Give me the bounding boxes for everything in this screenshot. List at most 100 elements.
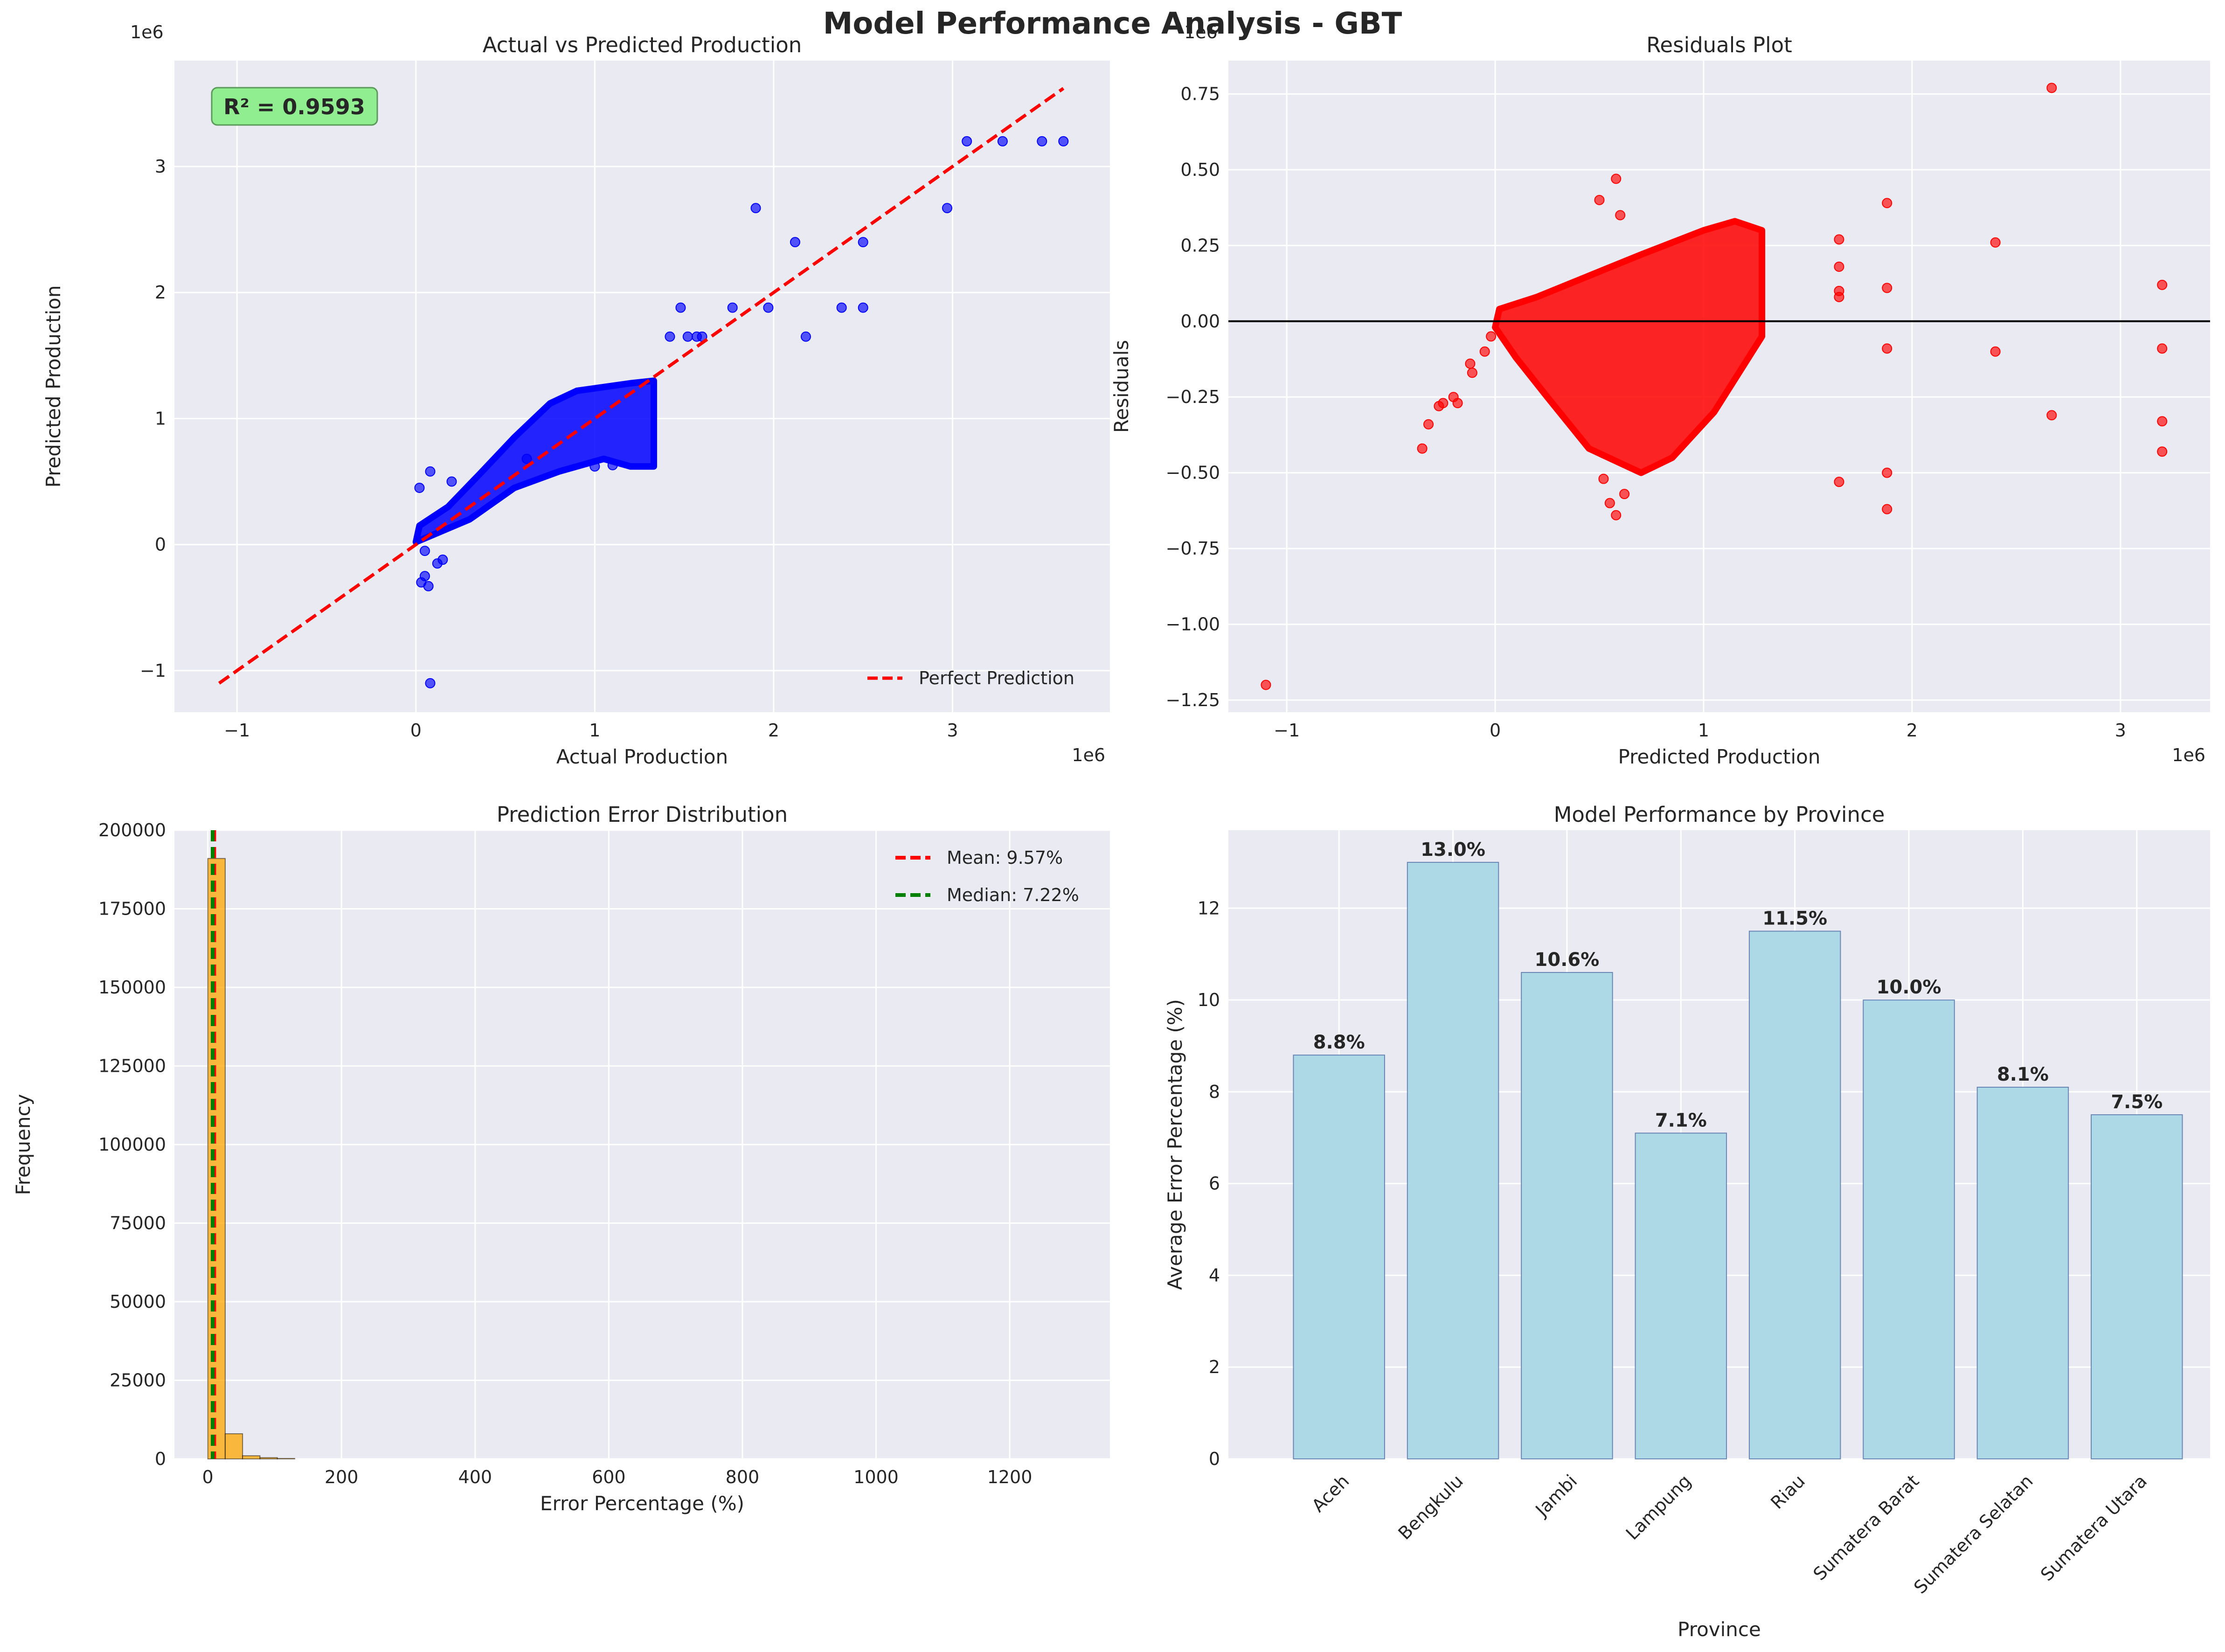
residuals-xtick-label: 2 [1906,720,1918,741]
error-distribution-xtick-label: 1200 [987,1467,1033,1487]
province-performance-ytick-label: 8 [1209,1082,1220,1102]
actual-vs-predicted-point [521,453,532,464]
province-performance-bar [2091,1114,2183,1459]
error-distribution-bin [242,1455,261,1460]
residuals-point [1604,498,1615,508]
actual-vs-predicted-point [858,302,868,313]
residuals-point [1882,504,1892,514]
error-distribution-axes: 0 200 400 600 800 1000 1200 0 25000 50000 75000 100… [12,802,1110,1515]
error-distribution-ytick-label: 50000 [110,1291,166,1312]
residuals-point [1834,261,1844,272]
province-performance-xlabel: Province [1677,1618,1761,1641]
residuals-point [1834,477,1844,487]
residuals-point [1882,283,1892,293]
actual-vs-predicted-xtick-label: 3 [947,720,958,741]
residuals-point [2157,279,2168,290]
actual-vs-predicted-y-offset: 1e6 [130,22,164,42]
error-distribution-ytick-label: 150000 [98,977,166,998]
residuals-point [1261,680,1271,690]
residuals-ytick-label: −0.75 [1166,538,1220,559]
residuals-x-offset: 1e6 [2172,745,2205,765]
province-performance-data-label: 7.1% [1655,1110,1707,1131]
error-distribution-ytick-label: 175000 [98,899,166,919]
province-performance-bar [1863,1000,1955,1459]
residuals-title: Residuals Plot [1646,33,1792,57]
actual-vs-predicted-xtick-label: 2 [768,720,779,741]
actual-vs-predicted-point [800,331,811,342]
province-performance-ytick-label: 4 [1209,1265,1220,1285]
error-distribution-xtick-label: 0 [202,1467,214,1487]
residuals-point [1882,467,1892,478]
residuals-ytick-label: 0.50 [1180,160,1220,180]
actual-vs-predicted-point [942,203,952,214]
province-performance-data-label: 10.0% [1877,977,1941,998]
actual-vs-predicted-axes: −1 0 1 2 3 −1 0 1 2 3 Actual vs Predicted Producti… [42,22,1110,768]
actual-vs-predicted-point [997,136,1008,146]
actual-vs-predicted-point [437,555,448,565]
actual-vs-predicted-point [423,581,434,591]
residuals-point [1423,419,1434,430]
residuals-point [1990,346,2001,357]
residuals-xtick-label: 1 [1698,720,1709,741]
actual-vs-predicted-point [962,136,972,146]
actual-vs-predicted-xlabel: Actual Production [556,745,728,768]
province-performance-category-label: Sumatera Utara [2037,1471,2151,1585]
actual-vs-predicted-ytick-label: 3 [155,156,166,177]
province-performance-category-label: Riau [1767,1471,1809,1513]
error-distribution-xlabel: Error Percentage (%) [540,1492,744,1515]
province-performance-axes: 0 2 4 6 8 10 12 Model Performance by Province 8.… [1164,802,2210,1641]
error-distribution-ytick-label: 0 [155,1449,166,1469]
residuals-point [1438,398,1449,409]
error-distribution-xtick-label: 1000 [853,1467,899,1487]
actual-vs-predicted-point [750,203,761,214]
error-distribution-xtick-label: 800 [726,1467,760,1487]
actual-vs-predicted-point [675,302,686,313]
residuals-point [1834,292,1844,302]
actual-vs-predicted-ytick-label: 2 [155,282,166,303]
error-distribution-legend-label: Median: 7.22% [947,885,1079,905]
residuals-ytick-label: −1.25 [1166,690,1220,710]
error-distribution-legend-label: Mean: 9.57% [947,847,1063,868]
province-performance-category-label: Jambi [1531,1471,1581,1521]
error-distribution-ytick-label: 100000 [98,1134,166,1155]
figure-title: Model Performance Analysis - GBT [823,7,1402,41]
residuals-point [2046,83,2057,93]
actual-vs-predicted-r2-box [211,87,378,126]
province-performance-bar [1976,1087,2069,1459]
residuals-point [2046,410,2057,421]
residuals-ytick-label: −0.25 [1166,387,1220,407]
actual-vs-predicted-ytick-label: 1 [155,408,166,429]
actual-vs-predicted-ylabel: Predicted Production [42,285,65,488]
residuals-point [1990,237,2001,248]
error-distribution-ytick-label: 200000 [98,820,166,840]
actual-vs-predicted-point [414,483,425,493]
actual-vs-predicted-marks [218,87,1069,688]
error-distribution-title: Prediction Error Distribution [497,802,788,827]
residuals-marks [1228,83,2210,690]
province-performance-bar [1748,930,1841,1459]
residuals-point [1417,443,1428,454]
residuals-dense-points [1492,218,1766,476]
actual-vs-predicted-r2-annotation: R² = 0.9593 [211,87,378,126]
province-performance-ytick-label: 0 [1209,1449,1220,1469]
province-performance-bar [1293,1055,1385,1459]
actual-vs-predicted-point [425,678,436,688]
actual-vs-predicted-xtick-label: 0 [410,720,422,741]
error-distribution-ytick-label: 125000 [98,1056,166,1076]
error-distribution-ytick-label: 25000 [110,1370,166,1391]
error-distribution-xtick-label: 600 [592,1467,626,1487]
residuals-point [1479,346,1490,357]
province-performance-data-label: 8.8% [1313,1032,1365,1053]
actual-vs-predicted-ytick-label: 0 [155,534,166,555]
actual-vs-predicted-point [1037,136,1047,146]
province-performance-data-label: 11.5% [1762,908,1827,929]
actual-vs-predicted-legend-label: Perfect Prediction [919,668,1074,688]
residuals-point [1594,194,1605,205]
residuals-y-offset: 1e6 [1184,22,1218,42]
actual-vs-predicted-r2-text: R² = 0.9593 [223,94,365,119]
error-distribution-bin [224,1433,243,1460]
error-distribution-bin [277,1458,295,1460]
province-performance-category-label: Sumatera Selatan [1910,1471,2037,1598]
actual-vs-predicted-point [790,237,800,248]
